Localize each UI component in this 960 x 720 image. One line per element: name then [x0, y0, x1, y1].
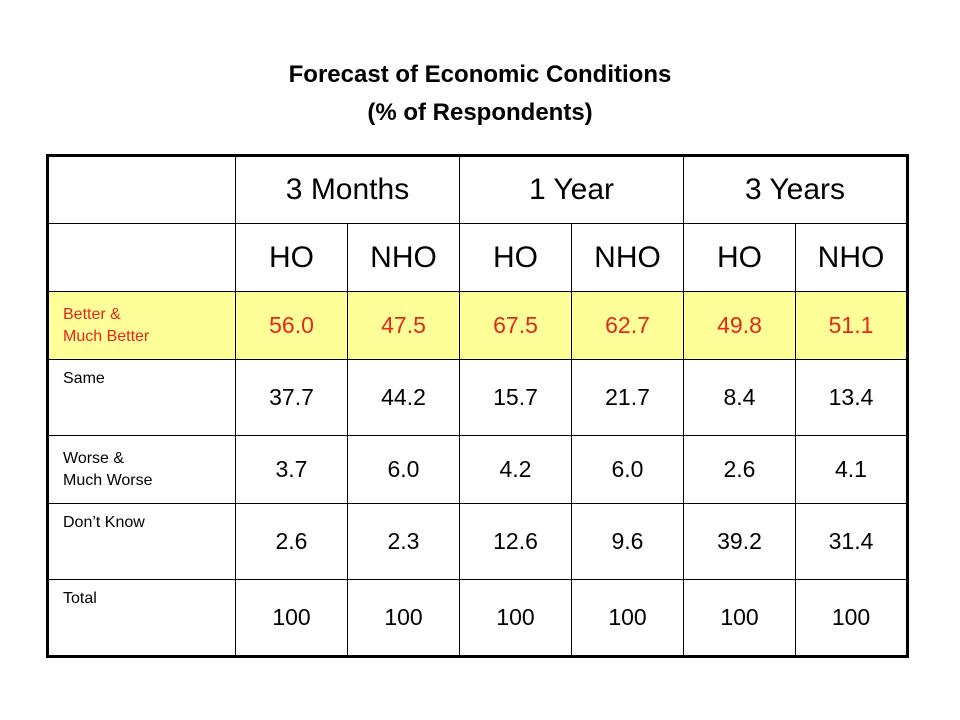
table-cell: 39.2 [683, 503, 796, 580]
row-label-line1: Better & [63, 305, 121, 323]
table-cell: 2.3 [347, 503, 460, 580]
table-row: Same 37.7 44.2 15.7 21.7 8.4 13.4 [47, 359, 908, 436]
forecast-table: 3 Months 1 Year 3 Years HO NHO HO NHO HO… [46, 154, 909, 658]
row-label-line1: Total [63, 590, 97, 607]
table-cell: 100 [235, 579, 348, 657]
table-cell: 13.4 [795, 359, 908, 436]
table-cell: 3.7 [235, 435, 348, 504]
corner-cell [47, 223, 236, 292]
row-label: Better & Much Better [47, 291, 236, 360]
table-cell: 4.1 [795, 435, 908, 504]
row-label-line1: Worse & [63, 449, 125, 467]
page-title: Forecast of Economic Conditions [288, 61, 672, 88]
row-label: Same [47, 359, 236, 436]
table-cell: 12.6 [459, 503, 572, 580]
period-header-row: 3 Months 1 Year 3 Years [47, 155, 908, 224]
period-header-3-years: 3 Years [683, 155, 908, 224]
table-cell: 9.6 [571, 503, 684, 580]
table-cell: 31.4 [795, 503, 908, 580]
table-cell: 47.5 [347, 291, 460, 360]
table-row: Worse & Much Worse 3.7 6.0 4.2 6.0 2.6 4… [47, 435, 908, 504]
group-header: NHO [347, 223, 460, 292]
page-subtitle: (% of Respondents) [367, 99, 593, 126]
group-header: NHO [571, 223, 684, 292]
table-row: Better & Much Better 56.0 47.5 67.5 62.7… [47, 291, 908, 360]
table-cell: 67.5 [459, 291, 572, 360]
table-cell: 56.0 [235, 291, 348, 360]
table-row: Total 100 100 100 100 100 100 [47, 579, 908, 657]
table-cell: 15.7 [459, 359, 572, 436]
row-label: Total [47, 579, 236, 657]
table-cell: 6.0 [347, 435, 460, 504]
table-cell: 2.6 [683, 435, 796, 504]
table-cell: 100 [347, 579, 460, 657]
row-label: Don’t Know [47, 503, 236, 580]
table-cell: 51.1 [795, 291, 908, 360]
table-cell: 4.2 [459, 435, 572, 504]
group-header: HO [235, 223, 348, 292]
table-cell: 100 [795, 579, 908, 657]
table-cell: 62.7 [571, 291, 684, 360]
row-label-line2: Much Worse [63, 471, 153, 489]
table-cell: 100 [683, 579, 796, 657]
table-cell: 8.4 [683, 359, 796, 436]
group-header: HO [459, 223, 572, 292]
group-header: HO [683, 223, 796, 292]
group-header: NHO [795, 223, 908, 292]
row-label-line1: Same [63, 370, 105, 387]
group-header-row: HO NHO HO NHO HO NHO [47, 223, 908, 292]
table-cell: 49.8 [683, 291, 796, 360]
table-cell: 100 [459, 579, 572, 657]
period-header-1-year: 1 Year [459, 155, 684, 224]
row-label-line1: Don’t Know [63, 514, 145, 531]
row-label: Worse & Much Worse [47, 435, 236, 504]
corner-cell [47, 155, 236, 224]
table-cell: 44.2 [347, 359, 460, 436]
table-cell: 6.0 [571, 435, 684, 504]
row-label-line2: Much Better [63, 327, 150, 345]
table-cell: 21.7 [571, 359, 684, 436]
period-header-3-months: 3 Months [235, 155, 460, 224]
table-row: Don’t Know 2.6 2.3 12.6 9.6 39.2 31.4 [47, 503, 908, 580]
table-cell: 2.6 [235, 503, 348, 580]
table-cell: 37.7 [235, 359, 348, 436]
table-cell: 100 [571, 579, 684, 657]
